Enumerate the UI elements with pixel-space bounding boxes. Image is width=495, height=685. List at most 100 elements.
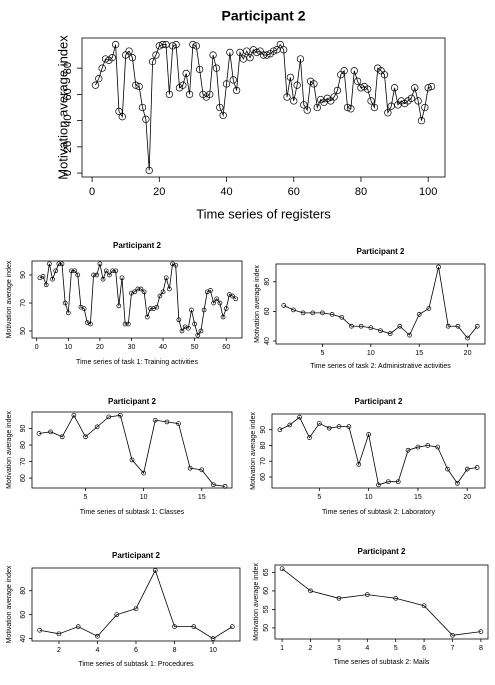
data-point [353,77,362,85]
series-line [283,266,478,339]
data-point [349,323,354,329]
data-point [290,97,298,105]
data-point [320,310,325,316]
data-point [346,424,352,429]
data-point [427,82,436,91]
data-point [173,262,179,268]
x-tick-label: 0 [35,344,39,351]
data-point [108,54,116,62]
data-point [100,276,106,282]
data-point [286,73,295,81]
data-point [232,86,241,95]
x-tick-label: 10 [64,344,72,351]
y-tick-label: 70 [260,457,267,465]
data-point [165,90,174,99]
data-point [417,116,426,125]
x-tick-label: 4 [96,647,100,654]
data-point [182,69,190,78]
data-point [350,67,358,75]
x-tick-label: 40 [220,186,232,198]
x-tick-label: 10 [209,647,217,654]
data-point [118,113,126,121]
y-tick-label: 60 [62,88,74,100]
data-point [280,46,288,54]
data-point [223,306,229,311]
y-tick-label: 55 [263,605,270,613]
data-point [214,296,220,302]
data-point [357,84,365,92]
data-point [368,325,374,331]
data-point [179,328,185,334]
data-point [141,289,147,295]
y-tick-label: 90 [260,426,267,434]
data-point [36,431,42,436]
data-point [364,85,372,93]
x-tick-label: 6 [422,645,426,652]
data-point [50,276,55,282]
data-point [71,412,77,418]
x-axis-label: Time series of subtask 2: Laboratory [322,509,435,516]
x-axis-label: Time series of task 1: Training activiti… [76,359,198,366]
data-point [132,81,140,89]
data-point [144,314,150,320]
data-point [411,84,419,92]
data-point [48,429,53,435]
data-point [91,272,96,278]
x-tick-label: 1 [280,645,284,652]
data-point [239,55,247,63]
data-point [106,414,112,420]
data-point [279,566,285,572]
x-axis-label: Time series of registers [196,206,331,221]
x-tick-label: 20 [463,494,471,501]
x-tick-label: 7 [451,645,455,652]
data-point [69,268,74,274]
data-point [210,636,216,641]
data-point [378,328,383,334]
data-point [229,624,235,629]
x-tick-label: 15 [414,494,422,501]
data-point [455,323,461,329]
x-tick-label: 50 [191,344,199,351]
data-point [414,97,422,105]
chart-title: Participant 2 [112,551,161,560]
data-point [336,424,342,429]
data-point [98,64,106,72]
data-point [233,296,239,302]
y-tick-label: 80 [20,587,27,595]
data-point [103,268,109,274]
data-point [407,94,416,102]
data-point [425,443,431,448]
series-line [38,414,226,487]
data-point [222,483,228,489]
data-point [230,293,235,299]
data-point [269,47,278,55]
data-point [455,480,460,486]
data-point [217,300,223,306]
data-point [297,414,302,420]
data-point [435,444,441,450]
data-point [405,447,411,453]
x-tick-label: 60 [222,344,230,351]
data-point [141,470,146,476]
data-point [226,48,234,57]
x-tick-label: 15 [415,350,423,357]
x-tick-label: 40 [159,344,167,351]
data-point [56,631,62,637]
data-point [145,166,153,175]
data-point [125,321,131,327]
data-point [313,103,321,112]
data-point [167,286,172,292]
data-point [316,421,322,426]
data-point [138,286,144,292]
data-point [185,325,191,331]
y-tick-label: 60 [260,473,267,481]
data-point [199,467,205,473]
data-point [72,268,77,274]
chart-title: Participant 2 [356,247,405,256]
data-point [367,97,375,105]
data-point [329,312,335,317]
data-point [163,275,169,281]
data-point [326,425,332,431]
data-point [474,465,480,470]
data-point [116,303,122,309]
